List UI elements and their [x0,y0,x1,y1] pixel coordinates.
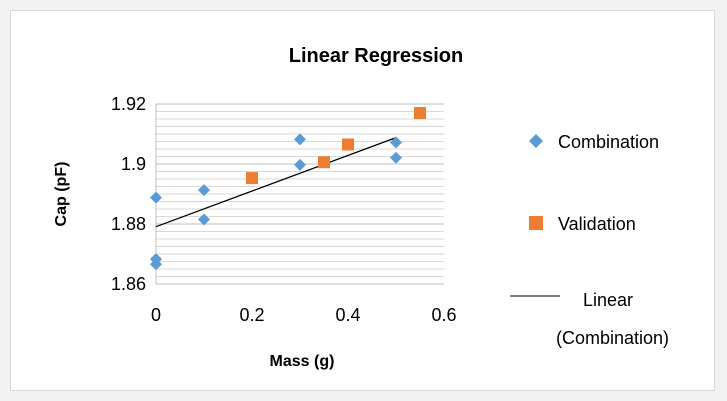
x-tick-label: 0.2 [239,305,264,325]
y-tick-label: 1.88 [111,214,146,234]
point-combination [390,136,402,149]
point-combination [294,133,306,146]
point-combination [150,258,162,271]
y-tick-label: 1.86 [111,274,146,294]
point-validation [414,107,426,119]
legend-label-trendline-line2: (Combination) [556,328,669,348]
data-points [150,107,426,271]
x-axis-title: Mass (g) [270,353,335,370]
legend-item-combination: Combination [529,132,659,152]
legend-item-validation: Validation [529,214,636,234]
point-combination [198,184,210,197]
y-axis-title: Cap (pF) [53,162,70,227]
point-combination [390,151,402,164]
legend-marker-combination [529,134,543,148]
point-combination [150,191,162,204]
legend-marker-validation [529,216,543,230]
point-validation [246,172,258,185]
point-combination [294,158,306,171]
legend-label-validation: Validation [558,214,636,234]
point-validation [342,138,354,151]
legend-item-trendline: Linear (Combination) [510,290,669,348]
legend: Combination Validation Linear (Combinati… [510,132,669,348]
y-tick-label: 1.9 [121,154,146,174]
legend-label-combination: Combination [558,132,659,152]
x-tick-label: 0 [151,305,161,325]
point-combination [198,213,210,226]
grid [156,103,444,285]
x-tick-label: 0.4 [335,305,360,325]
chart-title: Linear Regression [289,45,464,67]
x-tick-labels: 0 0.2 0.4 0.6 [151,305,457,325]
chart-frame [10,10,715,391]
point-validation [318,156,330,169]
x-tick-label: 0.6 [431,305,456,325]
legend-label-trendline-line1: Linear [583,290,633,310]
trendline [155,136,397,228]
y-tick-label: 1.92 [111,94,146,114]
y-tick-labels: 1.86 1.88 1.9 1.92 [111,94,146,294]
